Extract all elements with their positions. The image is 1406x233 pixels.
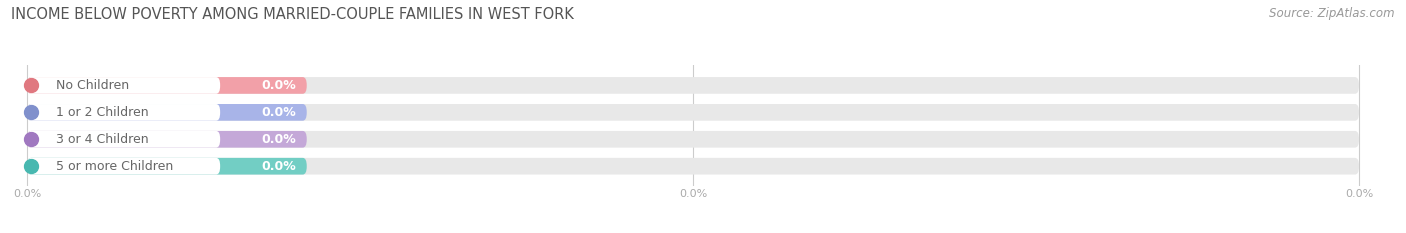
FancyBboxPatch shape (27, 131, 307, 148)
Text: 0.0%: 0.0% (262, 133, 297, 146)
FancyBboxPatch shape (27, 104, 221, 121)
Text: INCOME BELOW POVERTY AMONG MARRIED-COUPLE FAMILIES IN WEST FORK: INCOME BELOW POVERTY AMONG MARRIED-COUPL… (11, 7, 574, 22)
FancyBboxPatch shape (27, 158, 221, 175)
FancyBboxPatch shape (27, 104, 307, 121)
FancyBboxPatch shape (27, 77, 221, 94)
FancyBboxPatch shape (27, 131, 1360, 148)
Text: 0.0%: 0.0% (262, 79, 297, 92)
FancyBboxPatch shape (27, 158, 1360, 175)
Text: 3 or 4 Children: 3 or 4 Children (56, 133, 149, 146)
Text: 1 or 2 Children: 1 or 2 Children (56, 106, 149, 119)
FancyBboxPatch shape (27, 77, 1360, 94)
Text: No Children: No Children (56, 79, 129, 92)
FancyBboxPatch shape (27, 158, 307, 175)
FancyBboxPatch shape (27, 104, 1360, 121)
Text: Source: ZipAtlas.com: Source: ZipAtlas.com (1270, 7, 1395, 20)
Text: 5 or more Children: 5 or more Children (56, 160, 173, 173)
Text: 0.0%: 0.0% (262, 106, 297, 119)
FancyBboxPatch shape (27, 131, 221, 148)
FancyBboxPatch shape (27, 77, 307, 94)
Text: 0.0%: 0.0% (262, 160, 297, 173)
